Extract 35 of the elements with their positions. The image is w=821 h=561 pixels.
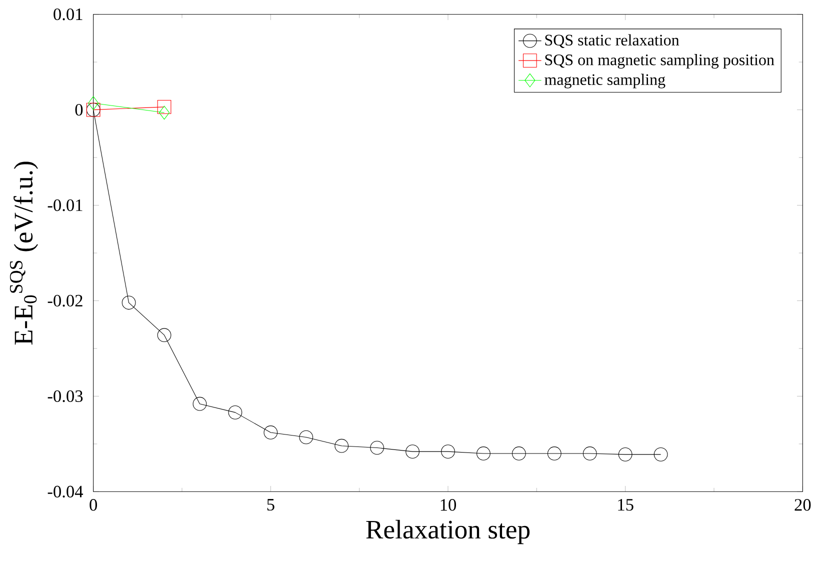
point bbox=[582, 446, 597, 460]
y-tick-label: 0 bbox=[75, 104, 83, 116]
point bbox=[264, 426, 278, 440]
point bbox=[299, 430, 314, 444]
point bbox=[157, 100, 172, 114]
point bbox=[228, 405, 242, 420]
legend-label: SQS on magnetic sampling position bbox=[545, 54, 774, 69]
point bbox=[512, 446, 526, 460]
point bbox=[122, 296, 136, 310]
point bbox=[441, 444, 455, 459]
y-tick-label: 0.01 bbox=[54, 8, 82, 20]
x-tick-label: 0 bbox=[90, 499, 98, 511]
x-tick-label: 10 bbox=[440, 499, 456, 511]
point bbox=[654, 448, 668, 462]
point bbox=[406, 444, 420, 459]
point bbox=[88, 96, 99, 110]
point bbox=[192, 396, 207, 411]
x-tick-label: 5 bbox=[267, 499, 274, 511]
x-axis-title: Relaxation step bbox=[366, 520, 530, 544]
point bbox=[370, 440, 384, 455]
x-tick-label: 20 bbox=[794, 499, 811, 511]
y-tick-label: -0.01 bbox=[48, 199, 82, 212]
x-tick-label: 15 bbox=[618, 499, 634, 511]
point bbox=[618, 448, 632, 462]
point bbox=[334, 438, 349, 453]
y-axis-title: E-E$_{0}$$^{SQS}$ (eV/f.u.) bbox=[10, 162, 38, 345]
y-tick-label: -0.03 bbox=[48, 390, 83, 402]
legend-label: SQS static relaxation bbox=[545, 34, 680, 48]
point bbox=[157, 328, 172, 342]
y-tick-label: -0.02 bbox=[48, 294, 82, 307]
point bbox=[476, 446, 490, 460]
point bbox=[547, 446, 562, 460]
y-tick-label: -0.04 bbox=[48, 486, 84, 498]
point bbox=[159, 106, 170, 120]
legend-label: magnetic sampling bbox=[544, 74, 666, 88]
